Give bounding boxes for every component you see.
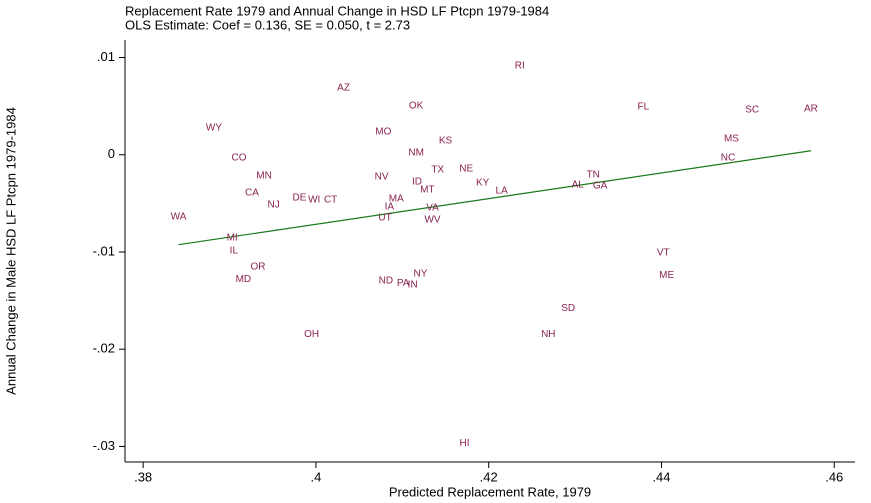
- x-tick-label: .38: [134, 469, 152, 484]
- point-label: MO: [375, 126, 391, 137]
- point-label: NE: [459, 163, 473, 174]
- x-tick-label: .44: [652, 469, 670, 484]
- point-label: GA: [593, 180, 608, 191]
- x-tick-label: .4: [311, 469, 322, 484]
- point-label: ID: [412, 176, 422, 187]
- y-tick-label: .01: [97, 49, 115, 64]
- point-label: PA: [397, 278, 410, 289]
- point-label: CO: [232, 152, 247, 163]
- point-label: NH: [541, 329, 555, 340]
- point-label: FL: [638, 101, 650, 112]
- point-label: HI: [460, 438, 470, 449]
- point-label: MD: [236, 274, 252, 285]
- chart-title: Replacement Rate 1979 and Annual Change …: [125, 3, 549, 18]
- point-label: AL: [572, 179, 585, 190]
- chart-subtitle: OLS Estimate: Coef = 0.136, SE = 0.050, …: [125, 17, 410, 32]
- y-tick-label: -.03: [93, 438, 115, 453]
- x-axis-label: Predicted Replacement Rate, 1979: [389, 484, 591, 499]
- point-label: UT: [378, 212, 391, 223]
- point-label: WA: [171, 211, 187, 222]
- point-label: MI: [227, 232, 238, 243]
- point-label: MN: [256, 170, 272, 181]
- point-label: KY: [476, 177, 490, 188]
- point-label: LA: [496, 185, 509, 196]
- point-label: CT: [324, 194, 337, 205]
- x-tick-label: .42: [480, 469, 498, 484]
- point-label: NV: [375, 171, 389, 182]
- point-label: SC: [745, 104, 759, 115]
- point-label: VT: [657, 247, 670, 258]
- fit-line: [178, 150, 812, 246]
- point-label: OH: [304, 329, 319, 340]
- y-tick-label: 0: [108, 146, 115, 161]
- point-label: OR: [251, 261, 266, 272]
- point-label: ND: [379, 275, 393, 286]
- point-label: TN: [587, 169, 600, 180]
- point-label: IA: [385, 201, 395, 212]
- point-label: SD: [561, 303, 575, 314]
- point-label: IN: [408, 279, 418, 290]
- y-axis-label: Annual Change in Male HSD LF Ptcpn 1979-…: [3, 107, 18, 395]
- point-label: TX: [431, 164, 444, 175]
- point-label: NJ: [267, 199, 279, 210]
- point-label: WI: [308, 194, 320, 205]
- point-label: NM: [408, 147, 424, 158]
- point-label: KS: [439, 135, 453, 146]
- point-label: ME: [659, 270, 674, 281]
- point-label: MS: [724, 133, 739, 144]
- point-label: MT: [420, 184, 434, 195]
- y-tick-label: -.02: [93, 341, 115, 356]
- point-label: VA: [426, 202, 439, 213]
- y-tick-label: -.01: [93, 243, 115, 258]
- point-label: IL: [230, 245, 239, 256]
- x-tick-label: .46: [825, 469, 843, 484]
- point-label: CA: [245, 187, 259, 198]
- point-label: RI: [515, 61, 525, 72]
- point-label: NC: [721, 152, 735, 163]
- point-label: AR: [804, 103, 818, 114]
- point-label: DE: [293, 192, 307, 203]
- point-label: AZ: [337, 82, 350, 93]
- point-label: MA: [389, 193, 404, 204]
- point-label: WV: [424, 214, 440, 225]
- point-label: NY: [414, 268, 428, 279]
- point-label: OK: [409, 100, 424, 111]
- point-label: WY: [206, 122, 222, 133]
